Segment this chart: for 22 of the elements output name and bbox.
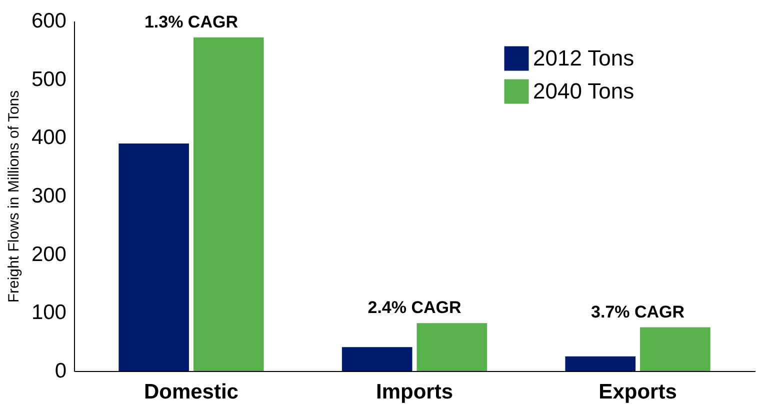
bar: [640, 327, 710, 371]
bar: [342, 347, 412, 371]
y-tick-label: 300: [31, 184, 66, 208]
bar: [118, 144, 189, 371]
bar: [565, 356, 636, 371]
y-tick-label: 0: [54, 360, 66, 382]
annotation: 2.4% CAGR: [368, 298, 462, 318]
y-axis-title: Freight Flows in Millions of Tons: [5, 90, 22, 303]
x-tick-label: Imports: [376, 380, 454, 404]
bar: [193, 37, 264, 371]
y-tick-label: 200: [31, 242, 66, 266]
x-tick-label: Domestic: [144, 380, 239, 404]
y-tick-label: 600: [31, 10, 66, 32]
x-tick-label: Exports: [598, 380, 677, 404]
y-tick-label: 500: [31, 68, 66, 91]
bar: [416, 323, 488, 371]
annotation: 1.3% CAGR: [144, 12, 238, 32]
annotation: 3.7% CAGR: [591, 302, 685, 322]
legend-label: 2012 Tons: [533, 46, 634, 70]
y-tick-label: 100: [31, 301, 66, 324]
legend-label: 2040 Tons: [533, 78, 634, 104]
y-tick-label: 400: [31, 126, 66, 150]
